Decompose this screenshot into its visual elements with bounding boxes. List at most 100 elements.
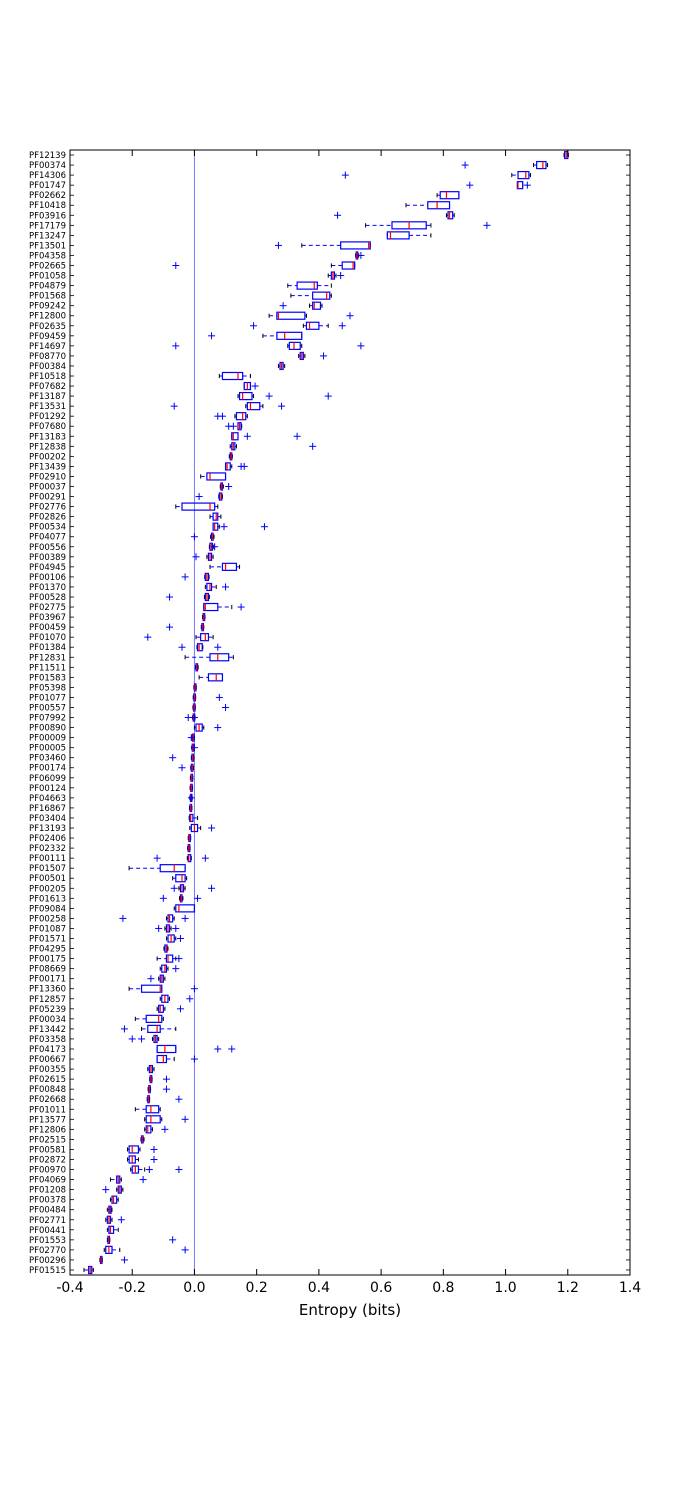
y-tick-label: PF04358 — [29, 251, 66, 261]
box-PF01583 — [198, 673, 224, 682]
y-tick-label: PF04663 — [29, 794, 66, 804]
box-PF00374 — [461, 160, 549, 170]
box-PF02665 — [172, 261, 356, 270]
plot-area — [83, 150, 569, 1275]
box-rect — [276, 331, 303, 340]
y-tick-label: PF00890 — [29, 724, 66, 734]
box-PF00970 — [130, 1165, 183, 1174]
y-tick-label: PF13193 — [29, 824, 66, 834]
y-tick-label: PF02776 — [29, 503, 66, 513]
box-PF12838 — [229, 442, 317, 451]
y-tick-label: PF02910 — [29, 472, 66, 482]
y-tick-label: PF01077 — [29, 693, 66, 703]
y-tick-label: PF02775 — [29, 603, 66, 613]
y-tick-label: PF00389 — [29, 553, 66, 563]
box-rect — [536, 160, 547, 170]
y-tick-label: PF13501 — [29, 241, 66, 251]
x-tick-label: 0.0 — [183, 1280, 205, 1296]
box-PF04295 — [163, 944, 169, 953]
box-rect — [156, 1054, 168, 1064]
x-axis: -0.4 -0.2 0.0 0.2 0.4 0.6 0.8 1.0 1.2 1.4 — [56, 150, 641, 1296]
y-tick-label: PF00009 — [29, 734, 66, 744]
box-PF00389 — [192, 552, 214, 561]
box-PF00441 — [106, 1225, 119, 1234]
box-rect — [427, 201, 451, 210]
box-rect — [312, 291, 331, 300]
box-PF01747 — [466, 181, 531, 190]
y-tick-label: PF07682 — [29, 382, 66, 392]
box-rect — [206, 582, 213, 592]
box-rect — [231, 432, 239, 441]
y-tick-label: PF01208 — [29, 1186, 66, 1196]
y-tick-label: PF09084 — [29, 904, 66, 914]
box-rect — [161, 964, 168, 973]
y-tick-label: PF00202 — [29, 452, 66, 462]
box-PF13501 — [274, 241, 371, 250]
y-tick-label: PF01058 — [29, 272, 66, 282]
y-tick-label: PF02635 — [29, 322, 66, 332]
x-tick-label: 0.6 — [370, 1280, 392, 1296]
box-PF00848 — [147, 1085, 170, 1094]
box-PF00175 — [156, 954, 183, 963]
box-rect — [312, 301, 322, 310]
y-tick-label: PF03916 — [29, 211, 66, 221]
box-rect — [189, 813, 194, 823]
box-PF00258 — [119, 914, 189, 923]
y-tick-label: PF07992 — [29, 714, 66, 724]
box-PF03404 — [188, 813, 199, 823]
x-tick-label: -0.4 — [56, 1280, 83, 1296]
y-tick-label: PF01070 — [29, 633, 66, 643]
box-rect — [175, 904, 196, 913]
box-rect — [235, 412, 247, 421]
box-PF00291 — [195, 492, 223, 501]
y-tick-label: PF00037 — [29, 482, 66, 492]
box-PF08770 — [298, 351, 328, 361]
y-tick-label: PF09242 — [29, 302, 66, 312]
x-tick-label: -0.2 — [119, 1280, 146, 1296]
box-rect — [196, 643, 203, 652]
y-tick-label: PF04173 — [29, 1045, 66, 1055]
y-tick-label: PF01292 — [29, 412, 66, 422]
y-tick-label: PF02668 — [29, 1095, 66, 1105]
box-PF00528 — [166, 592, 210, 602]
y-tick-label: PF00005 — [29, 744, 66, 754]
x-tick-label: 0.4 — [308, 1280, 330, 1296]
box-rect — [145, 1014, 163, 1023]
box-PF00459 — [166, 623, 205, 632]
box-PF00174 — [178, 763, 195, 772]
y-tick-label: PF00581 — [29, 1145, 66, 1155]
box-PF02872 — [127, 1155, 158, 1164]
box-PF13531 — [170, 402, 286, 411]
box-PF01077 — [192, 693, 223, 702]
y-tick-label: PF13360 — [29, 985, 66, 995]
box-PF00034 — [134, 1014, 164, 1023]
box-PF17179 — [365, 221, 491, 230]
y-tick-label: PF01747 — [29, 181, 66, 191]
y-tick-label: PF04295 — [29, 945, 66, 955]
box-PF00124 — [189, 783, 194, 792]
y-tick-label: PF04945 — [29, 563, 66, 573]
box-PF02775 — [203, 602, 245, 612]
box-PF00384 — [277, 361, 286, 371]
y-tick-label: PF00296 — [29, 1256, 66, 1266]
y-tick-label: PF00291 — [29, 493, 66, 503]
box-PF03916 — [334, 211, 455, 220]
box-PF02662 — [436, 191, 460, 200]
box-PF01571 — [165, 934, 184, 943]
box-PF13247 — [386, 231, 432, 240]
box-rect — [145, 1115, 161, 1124]
y-tick-label: PF12838 — [29, 442, 66, 452]
box-rect — [221, 371, 244, 381]
y-tick-label: PF01568 — [29, 292, 66, 302]
box-PF03358 — [128, 1034, 160, 1044]
box-PF00296 — [99, 1255, 128, 1265]
box-PF03967 — [202, 612, 206, 622]
box-PF01070 — [144, 633, 214, 642]
box-rect — [341, 261, 356, 270]
y-tick-label: PF00501 — [29, 874, 66, 884]
box-rect — [386, 231, 410, 240]
box-PF08669 — [159, 964, 180, 973]
y-tick-label: PF02771 — [29, 1216, 66, 1226]
y-tick-label: PF02826 — [29, 513, 66, 523]
